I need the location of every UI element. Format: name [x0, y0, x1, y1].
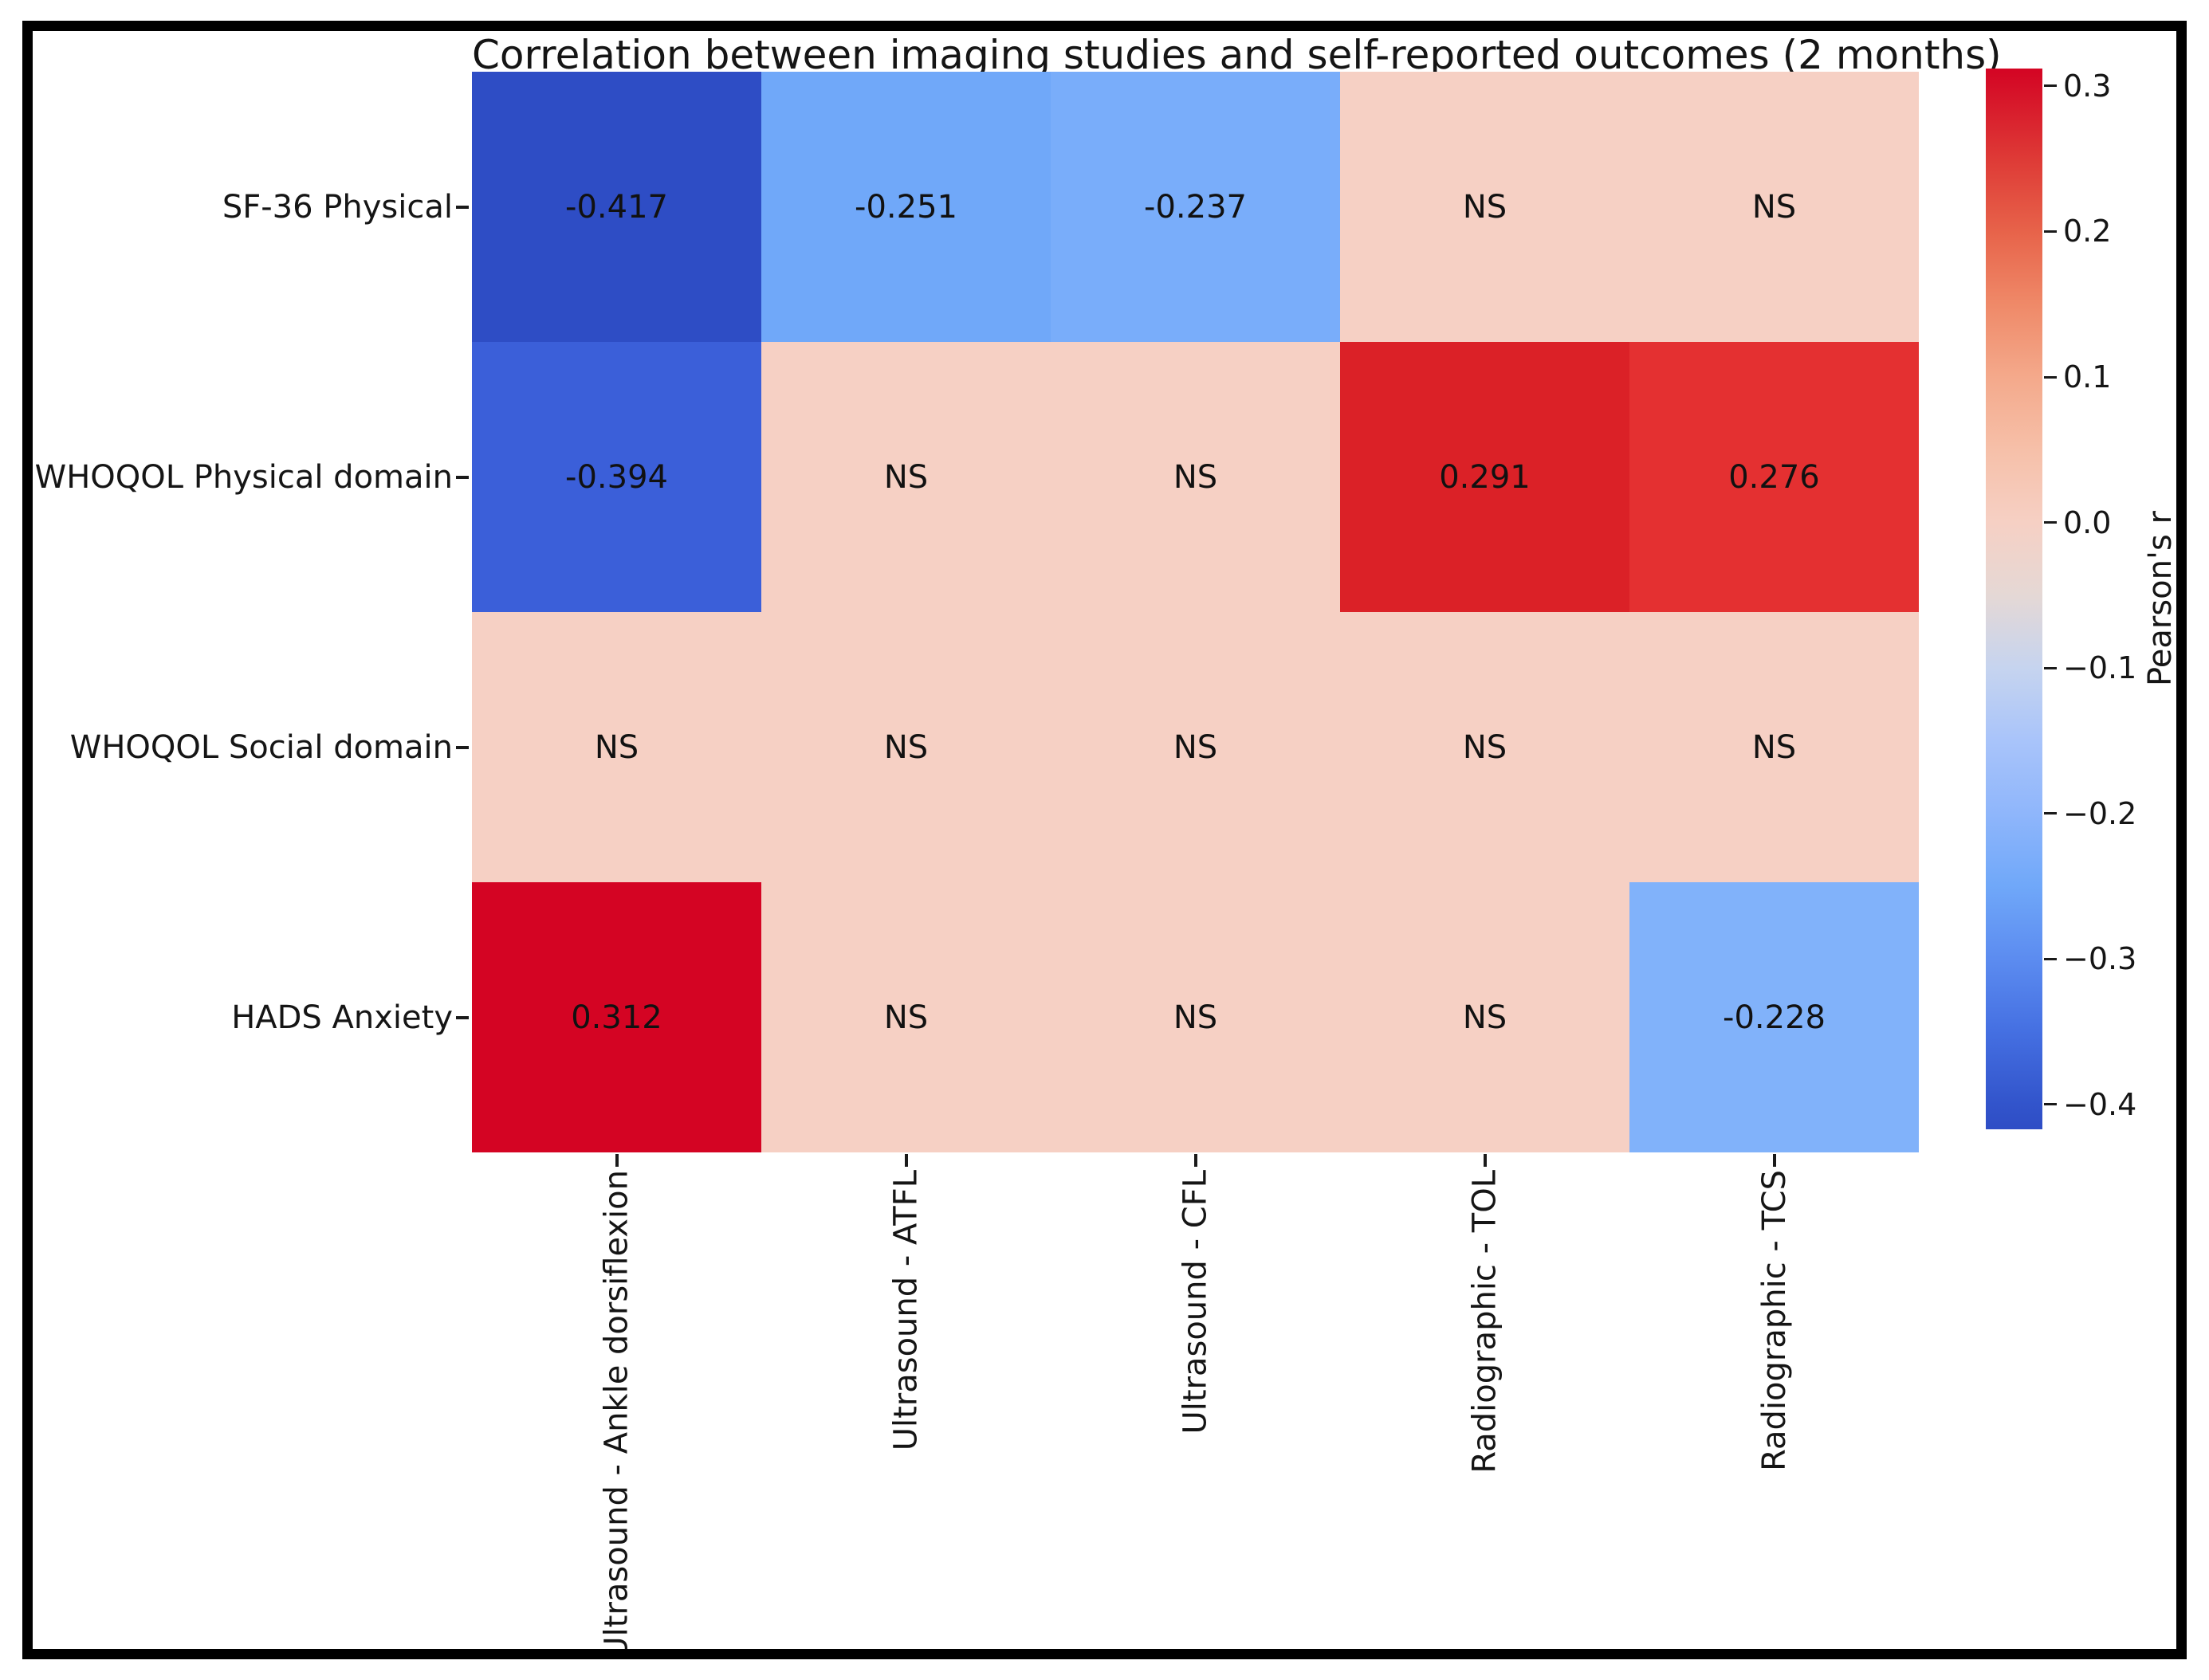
colorbar-tick-label: 0.0 [2063, 504, 2112, 540]
heatmap-cell-value: NS [1462, 188, 1507, 226]
heatmap-cell-value: 0.276 [1728, 458, 1820, 496]
row-label: HADS Anxiety [231, 999, 453, 1036]
heatmap-cell: NS [1340, 72, 1629, 342]
colorbar-tick-mark [2044, 666, 2057, 669]
heatmap-cell: -0.417 [472, 72, 761, 342]
heatmap-cell: NS [761, 882, 1051, 1152]
column-label-wrap: Ultrasound - Ankle dorsiflexion [472, 1170, 761, 1649]
heatmap-cell-value: NS [1462, 999, 1507, 1036]
heatmap-cell: NS [1051, 882, 1340, 1152]
row-label: SF-36 Physical [222, 188, 453, 226]
column-label-wrap: Ultrasound - ATFL [761, 1170, 1051, 1649]
colorbar-tick-mark [2044, 84, 2057, 88]
x-tick-mark [904, 1154, 908, 1167]
colorbar-tick-mark [2044, 230, 2057, 233]
heatmap-cell: NS [1629, 612, 1919, 882]
colorbar-tick-label: −0.3 [2063, 941, 2137, 977]
y-tick-mark [456, 1015, 469, 1019]
column-label: Ultrasound - ATFL [887, 1170, 925, 1451]
heatmap-cell: NS [1051, 342, 1340, 612]
colorbar-axis-label: Pearson's r [2142, 511, 2180, 686]
heatmap-cell: 0.291 [1340, 342, 1629, 612]
column-label: Ultrasound - Ankle dorsiflexion [598, 1170, 635, 1649]
y-tick-mark [456, 745, 469, 749]
x-tick-mark [615, 1154, 619, 1167]
heatmap-cell: 0.312 [472, 882, 761, 1152]
colorbar-gradient [1986, 69, 2042, 1129]
y-tick-mark [456, 475, 469, 479]
heatmap-cell-value: -0.394 [565, 458, 668, 496]
heatmap-cell: NS [761, 342, 1051, 612]
heatmap-cell: NS [472, 612, 761, 882]
heatmap-grid: -0.417 -0.251 -0.237 NS NS -0.394 NS NS 0.291 0.2… [472, 72, 1919, 1152]
heatmap-cell: -0.251 [761, 72, 1051, 342]
heatmap-cell-value: NS [883, 999, 929, 1036]
heatmap-cell-value: NS [1173, 728, 1218, 766]
y-tick-mark [456, 205, 469, 209]
heatmap-cell-value: NS [1173, 999, 1218, 1036]
heatmap-cell-value: -0.251 [855, 188, 957, 226]
heatmap-cell: -0.394 [472, 342, 761, 612]
colorbar-tick-mark [2044, 375, 2057, 379]
colorbar-tick-label: −0.4 [2063, 1086, 2137, 1122]
row-label: WHOQOL Social domain [69, 728, 453, 766]
heatmap-cell-value: -0.228 [1723, 999, 1826, 1036]
colorbar-tick-mark [2044, 1103, 2057, 1106]
heatmap-cell-value: -0.417 [565, 188, 668, 226]
heatmap-cell-value: NS [1751, 188, 1797, 226]
row-label: WHOQOL Physical domain [34, 458, 453, 496]
column-label-wrap: Radiographic - TOL [1340, 1170, 1629, 1649]
colorbar-tick-mark [2044, 812, 2057, 815]
column-label-wrap: Ultrasound - CFL [1051, 1170, 1340, 1649]
heatmap-cell-value: -0.237 [1144, 188, 1247, 226]
x-tick-mark [1193, 1154, 1197, 1167]
colorbar-tick-label: 0.3 [2063, 68, 2112, 104]
heatmap-cell: NS [1340, 882, 1629, 1152]
heatmap-cell: NS [1051, 612, 1340, 882]
heatmap-cell-value: NS [1173, 458, 1218, 496]
heatmap-cell-value: 0.312 [571, 999, 662, 1036]
column-label: Radiographic - TOL [1466, 1170, 1503, 1474]
colorbar-tick-label: 0.1 [2063, 359, 2112, 395]
colorbar-tick-mark [2044, 957, 2057, 960]
colorbar-tick-mark [2044, 521, 2057, 524]
heatmap-cell: 0.276 [1629, 342, 1919, 612]
column-label: Radiographic - TCS [1755, 1170, 1793, 1471]
column-label: Ultrasound - CFL [1177, 1170, 1214, 1435]
colorbar-axis-label-wrap: Pearson's r [2141, 463, 2180, 734]
colorbar-tick-label: −0.1 [2063, 650, 2137, 686]
heatmap-cell-value: NS [1462, 728, 1507, 766]
heatmap-cell-value: NS [1751, 728, 1797, 766]
heatmap-cell-value: NS [883, 458, 929, 496]
column-label-wrap: Radiographic - TCS [1629, 1170, 1919, 1649]
heatmap-cell: NS [761, 612, 1051, 882]
colorbar-tick-label: −0.2 [2063, 795, 2137, 831]
x-tick-mark [1483, 1154, 1487, 1167]
heatmap-cell: -0.228 [1629, 882, 1919, 1152]
heatmap-cell: NS [1629, 72, 1919, 342]
heatmap-cell-value: NS [594, 728, 639, 766]
heatmap-cell: NS [1340, 612, 1629, 882]
x-tick-mark [1772, 1154, 1776, 1167]
heatmap-cell-value: NS [883, 728, 929, 766]
chart-title: Correlation between imaging studies and … [472, 32, 2002, 78]
colorbar-tick-label: 0.2 [2063, 214, 2112, 249]
heatmap-cell-value: 0.291 [1439, 458, 1531, 496]
heatmap-cell: -0.237 [1051, 72, 1340, 342]
